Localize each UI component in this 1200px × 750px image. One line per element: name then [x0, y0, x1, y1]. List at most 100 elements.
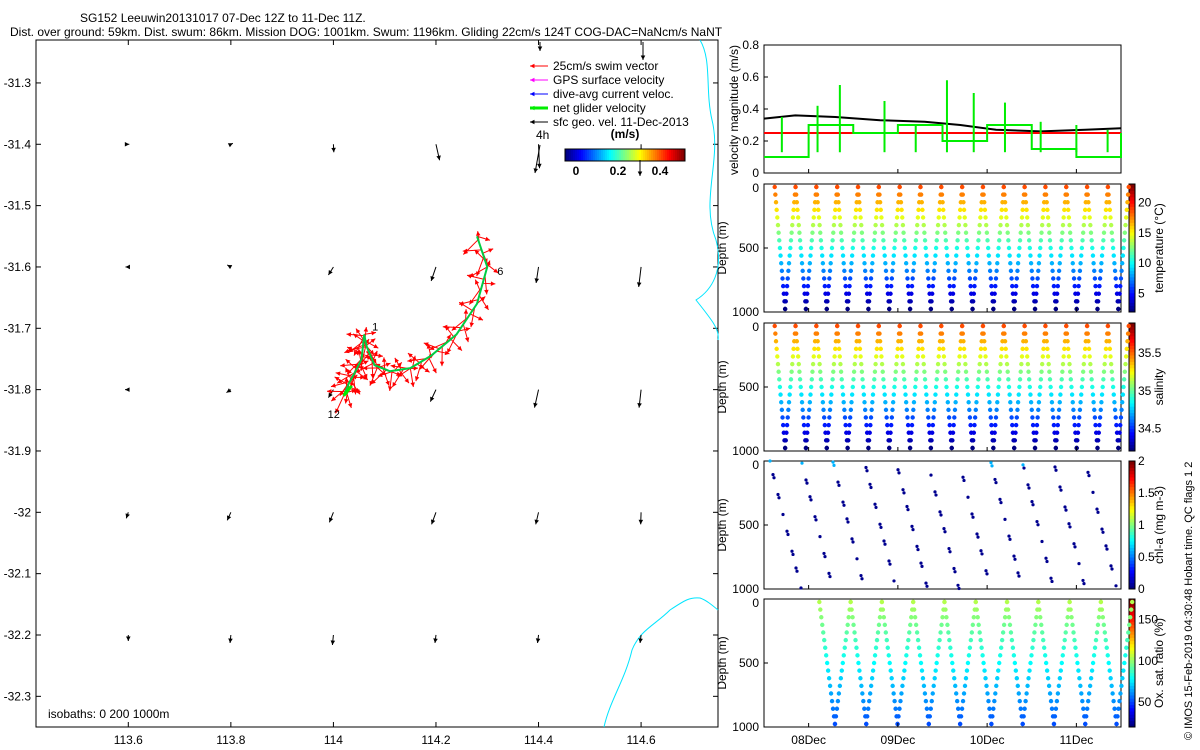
chla-colorbar-cell [1129, 502, 1135, 507]
temperature-profile-point [950, 299, 955, 304]
speed-colorbar-cell [587, 149, 590, 161]
temperature-profile-point [888, 283, 894, 289]
oxygen-profile-point [827, 683, 833, 689]
salinity-profile-point [1019, 361, 1024, 367]
salinity-profile-point [819, 384, 824, 390]
swim-vector-arrow [398, 369, 410, 384]
salinity-colorbar-cell [1129, 339, 1135, 343]
temperature-profile-point [893, 230, 898, 235]
legend-cb-arrow-head [637, 171, 643, 176]
salinity-profile-point [882, 392, 887, 397]
temperature-profile-point [930, 283, 936, 289]
oxygen-profile-point [890, 683, 895, 689]
lat-tick-label: -31.7 [4, 321, 32, 335]
salinity-profile-point [774, 346, 779, 352]
speed-colorbar-cell [639, 149, 642, 161]
salinity-profile-point [857, 339, 862, 344]
temperature-colorbar-cell [1129, 302, 1135, 307]
salinity-profile-point [996, 384, 1001, 390]
oxygen-profile-point [825, 668, 831, 673]
date-tick-label: 10Dec [970, 733, 1005, 747]
temperature-profile-point [983, 215, 988, 220]
salinity-profile-point [970, 438, 976, 443]
salinity-profile-point [872, 377, 877, 382]
oxygen-profile-point [959, 706, 965, 711]
temperature-profile-point [997, 238, 1002, 243]
salinity-profile-point [780, 422, 786, 428]
geo-velocity-arrow [125, 264, 130, 270]
temperature-profile-point [842, 276, 848, 281]
salinity-profile-point [978, 354, 983, 359]
temperature-profile-point [936, 215, 941, 220]
swim-vector-arrow [446, 334, 457, 354]
temperature-profile-point [957, 207, 963, 213]
salinity-profile-point [1020, 346, 1025, 352]
salinity-profile-point [894, 361, 899, 367]
salinity-profile-point [871, 384, 876, 390]
temperature-profile-point [902, 238, 907, 243]
speed-colorbar-cell [677, 149, 680, 161]
swim-vector-arrow-head [426, 343, 432, 349]
chla-point [1081, 578, 1085, 583]
oxygen-profile-point [1100, 615, 1106, 620]
oxygen-profile-point [821, 630, 826, 635]
oxygen-profile-point [913, 622, 919, 628]
salinity-profile-point [961, 339, 966, 344]
temperature-profile-point [1008, 261, 1013, 266]
temperature-profile-point [1043, 184, 1048, 190]
lat-tick-label: -31.8 [4, 383, 32, 397]
salinity-profile-point [779, 400, 784, 405]
geo-velocity-arrow-head [638, 519, 644, 525]
salinity-profile-point [849, 400, 854, 405]
temperature-profile-point [1088, 230, 1094, 235]
temperature-profile-point [1078, 261, 1083, 266]
speed-colorbar-cell [665, 149, 668, 161]
salinity-colorbar-tick: 35 [1138, 384, 1152, 398]
temperature-profile-point [1092, 268, 1097, 274]
salinity-profile-point [1110, 384, 1116, 390]
oxygen-profile-point [1015, 683, 1020, 689]
temperature-profile-point [881, 245, 887, 251]
oxygen-profile-point [1034, 615, 1039, 620]
swim-vector-arrow [381, 357, 387, 370]
chla-point [1096, 510, 1100, 514]
temperature-profile-point [895, 207, 900, 213]
salinity-profile-point [1103, 346, 1109, 352]
salinity-profile-point [1039, 361, 1045, 367]
swim-vector-arrow [407, 358, 427, 363]
oxygen-profile-point [1041, 637, 1046, 643]
oxygen-profile-point [860, 691, 865, 696]
oxygen-profile-point [1058, 668, 1064, 673]
swim-vector-arrow-head [351, 388, 357, 394]
oxygen-profile-point [898, 698, 903, 704]
salinity-profile-point [810, 369, 815, 374]
chla-point [868, 482, 872, 486]
salinity-profile-point [892, 384, 897, 390]
oxygen-profile-point [968, 637, 974, 643]
geo-velocity-arrow [226, 512, 232, 521]
oxygen-profile-point [1112, 706, 1117, 711]
temperature-profile-point [853, 215, 858, 220]
swim-vector-arrow [458, 327, 471, 332]
salinity-profile-point [808, 384, 814, 390]
salinity-colorbar-cell [1129, 380, 1135, 385]
temperature-profile-point [907, 306, 913, 312]
temperature-profile-point [1096, 291, 1101, 296]
temperature-profile-point [994, 268, 999, 274]
speed-colorbar-cell [611, 149, 614, 161]
salinity-profile-point [914, 369, 919, 374]
salinity-colorbar-label: salinity [1152, 369, 1166, 406]
salinity-profile-point [1112, 407, 1118, 413]
temperature-profile-point [773, 200, 779, 205]
salinity-profile-point [965, 392, 971, 397]
salinity-profile-point [923, 384, 928, 390]
salinity-profile-point [915, 354, 921, 359]
salinity-profile-point [984, 369, 990, 374]
speed-colorbar-cell [583, 149, 586, 161]
temperature-profile-point [861, 245, 866, 251]
salinity-profile-point [805, 422, 811, 428]
chla-point [896, 468, 900, 472]
salinity-colorbar-cell [1129, 355, 1135, 359]
salinity-profile-point [810, 361, 816, 367]
salinity-profile-point [981, 331, 986, 336]
